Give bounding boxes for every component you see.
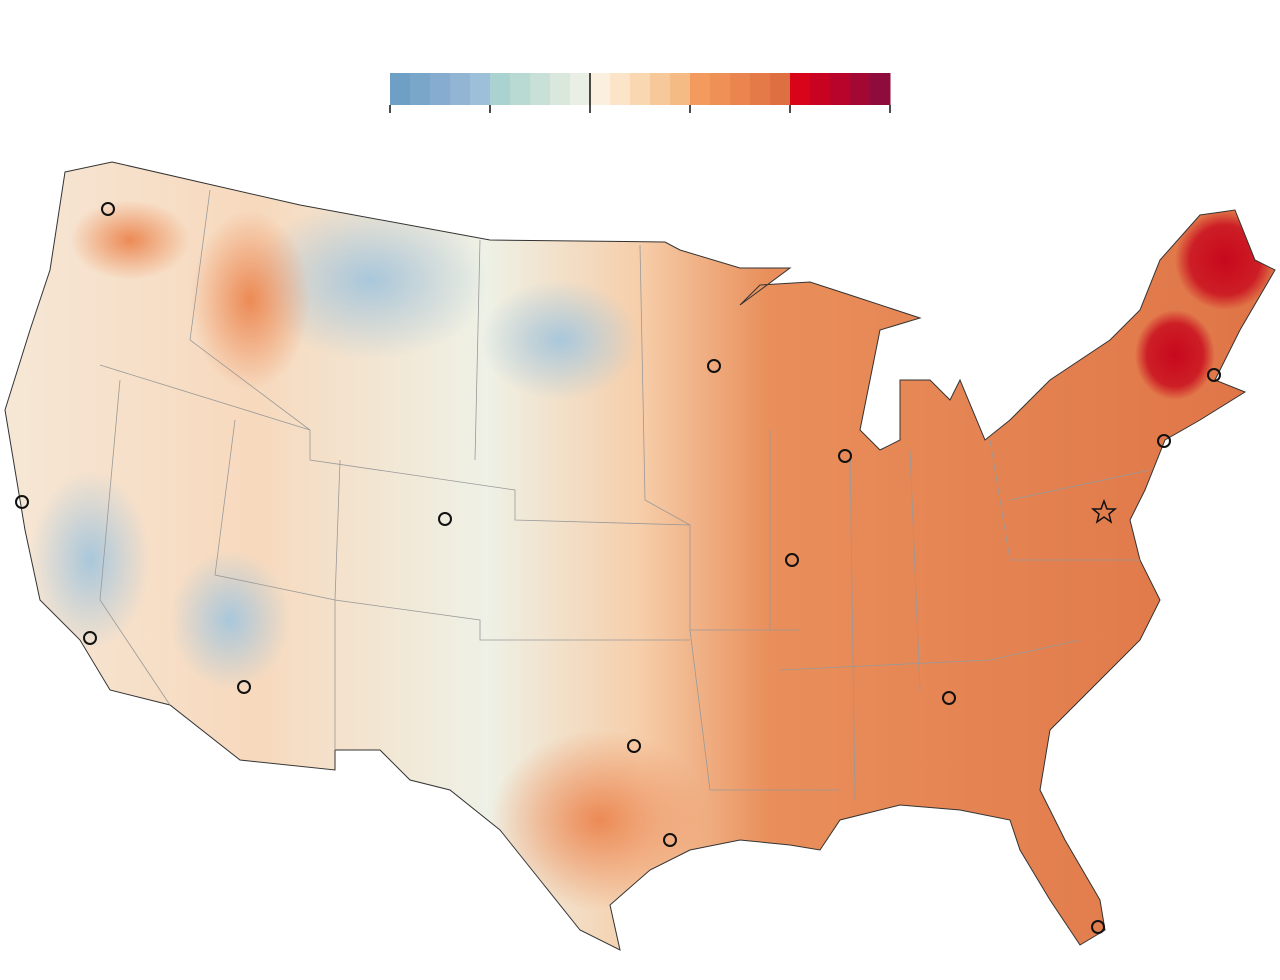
legend-swatch xyxy=(610,73,631,105)
legend-swatch xyxy=(390,73,411,105)
legend-swatch xyxy=(850,73,871,105)
legend-swatch xyxy=(630,73,651,105)
legend-swatch xyxy=(730,73,751,105)
legend-swatch xyxy=(830,73,851,105)
legend-swatch xyxy=(470,73,491,105)
legend-swatch xyxy=(550,73,571,105)
legend-swatch xyxy=(710,73,731,105)
legend-swatch xyxy=(450,73,471,105)
city-markers xyxy=(15,202,1221,934)
legend-swatch xyxy=(670,73,691,105)
legend-swatch xyxy=(510,73,531,105)
legend-swatch xyxy=(790,73,811,105)
legend-swatch xyxy=(590,73,611,105)
legend-swatch xyxy=(530,73,551,105)
legend-swatch xyxy=(430,73,451,105)
legend-swatch xyxy=(570,73,591,105)
legend-swatch xyxy=(870,73,891,105)
legend-ticks xyxy=(389,73,891,113)
legend-swatch xyxy=(490,73,511,105)
legend-swatch xyxy=(750,73,771,105)
legend-swatch xyxy=(410,73,431,105)
legend-swatch xyxy=(650,73,671,105)
legend-swatch xyxy=(690,73,711,105)
color-legend xyxy=(390,73,891,105)
state-borders xyxy=(99,189,1151,801)
legend-swatch xyxy=(770,73,791,105)
legend-swatch xyxy=(810,73,831,105)
